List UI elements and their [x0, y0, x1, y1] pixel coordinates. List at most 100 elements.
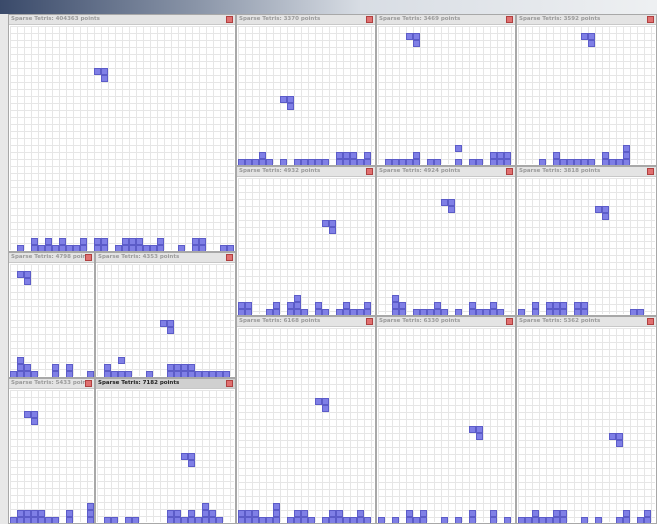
block: [560, 510, 567, 517]
block: [209, 510, 216, 517]
game-board: [97, 264, 234, 376]
close-button[interactable]: [506, 16, 513, 23]
block: [195, 517, 202, 524]
block: [273, 302, 280, 309]
block: [202, 517, 209, 524]
block: [336, 517, 343, 524]
block: [294, 309, 301, 316]
block: [87, 517, 94, 524]
block: [174, 364, 181, 371]
falling-block: [167, 327, 174, 334]
block: [637, 309, 644, 316]
block: [504, 159, 511, 166]
block: [406, 159, 413, 166]
falling-block: [280, 96, 287, 103]
block: [329, 510, 336, 517]
block: [343, 309, 350, 316]
block: [202, 503, 209, 510]
block: [146, 371, 153, 378]
block: [553, 302, 560, 309]
game-window: Sparse Tetris: 4798 points: [8, 252, 95, 378]
block: [31, 245, 38, 252]
game-window: Sparse Tetris: 7182 points: [95, 378, 236, 524]
block: [273, 510, 280, 517]
block: [122, 238, 129, 245]
block: [623, 152, 630, 159]
block: [476, 309, 483, 316]
falling-block: [101, 75, 108, 82]
block: [553, 517, 560, 524]
block: [24, 371, 31, 378]
falling-block: [616, 440, 623, 447]
close-button[interactable]: [226, 254, 233, 261]
block: [181, 517, 188, 524]
falling-block: [602, 206, 609, 213]
block: [136, 245, 143, 252]
block: [80, 245, 87, 252]
close-button[interactable]: [647, 318, 654, 325]
block: [238, 510, 245, 517]
block: [490, 309, 497, 316]
block: [301, 517, 308, 524]
close-button[interactable]: [366, 16, 373, 23]
close-button[interactable]: [647, 168, 654, 175]
window-title: Sparse Tetris: 4932 points: [239, 168, 320, 174]
block: [17, 245, 24, 252]
block: [434, 309, 441, 316]
falling-block: [24, 271, 31, 278]
block: [553, 510, 560, 517]
falling-block: [287, 96, 294, 103]
block: [199, 238, 206, 245]
window-title: Sparse Tetris: 6168 points: [239, 318, 320, 324]
title-bar: Sparse Tetris: 4798 points: [9, 253, 94, 263]
falling-block: [188, 453, 195, 460]
block: [245, 510, 252, 517]
close-button[interactable]: [366, 318, 373, 325]
close-button[interactable]: [226, 16, 233, 23]
block: [111, 517, 118, 524]
close-button[interactable]: [366, 168, 373, 175]
block: [504, 517, 511, 524]
block: [546, 302, 553, 309]
block: [132, 517, 139, 524]
window-title: Sparse Tetris: 3592 points: [519, 16, 600, 22]
block: [259, 517, 266, 524]
block: [266, 309, 273, 316]
block: [301, 510, 308, 517]
block: [209, 371, 216, 378]
title-bar: Sparse Tetris: 4924 points: [377, 167, 515, 177]
block: [167, 517, 174, 524]
game-board: [378, 328, 514, 522]
falling-block: [287, 103, 294, 110]
block: [101, 238, 108, 245]
close-button[interactable]: [85, 254, 92, 261]
title-bar: Sparse Tetris: 4932 points: [237, 167, 375, 177]
close-button[interactable]: [647, 16, 654, 23]
falling-block: [17, 271, 24, 278]
block: [287, 309, 294, 316]
close-button[interactable]: [226, 380, 233, 387]
block: [469, 309, 476, 316]
block: [581, 309, 588, 316]
block: [174, 510, 181, 517]
falling-block: [413, 40, 420, 47]
close-button[interactable]: [506, 168, 513, 175]
block: [94, 238, 101, 245]
close-button[interactable]: [506, 318, 513, 325]
block: [301, 159, 308, 166]
block: [259, 159, 266, 166]
block: [87, 503, 94, 510]
close-button[interactable]: [85, 380, 92, 387]
block: [66, 510, 73, 517]
block: [364, 517, 371, 524]
block: [581, 517, 588, 524]
block: [59, 245, 66, 252]
block: [490, 152, 497, 159]
block: [31, 238, 38, 245]
block: [364, 309, 371, 316]
game-board: [378, 178, 514, 314]
falling-block: [476, 426, 483, 433]
block: [336, 159, 343, 166]
block: [392, 295, 399, 302]
game-board: [518, 26, 655, 164]
